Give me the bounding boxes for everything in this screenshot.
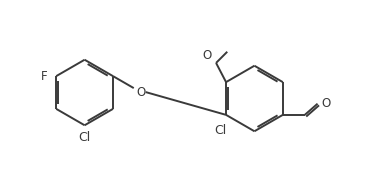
Text: O: O — [136, 86, 145, 99]
Text: O: O — [322, 97, 331, 110]
Text: O: O — [203, 49, 212, 62]
Text: Cl: Cl — [78, 131, 91, 144]
Text: F: F — [41, 70, 47, 83]
Text: Cl: Cl — [214, 124, 226, 137]
